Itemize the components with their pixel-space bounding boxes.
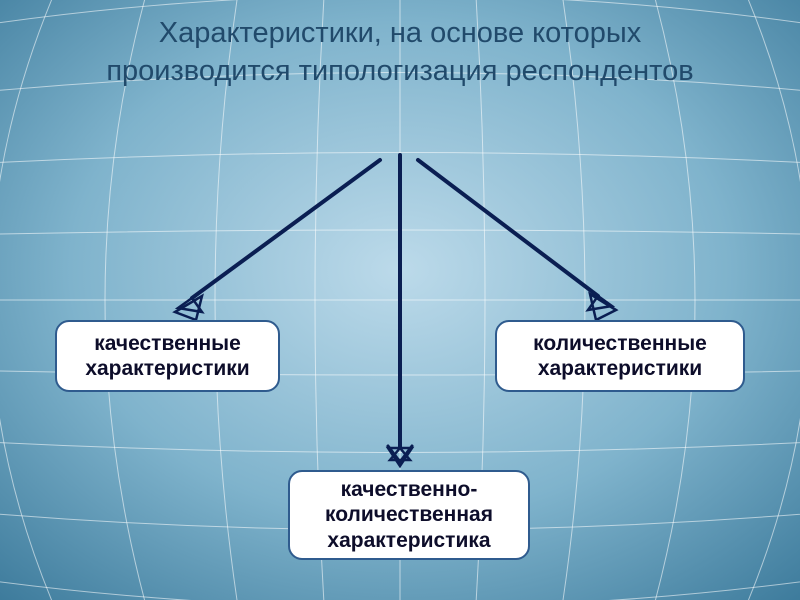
box-qualitative-label: качественные характеристики xyxy=(69,331,266,381)
box-qualitative: качественные характеристики xyxy=(55,320,280,392)
slide-title: Характеристики, на основе которых произв… xyxy=(90,15,710,90)
box-mixed-label: качественно- количественная характеристи… xyxy=(302,477,516,553)
box-quantitative-label: количественные характеристики xyxy=(509,331,731,381)
box-quantitative: количественные характеристики xyxy=(495,320,745,392)
box-mixed: качественно- количественная характеристи… xyxy=(288,470,530,560)
